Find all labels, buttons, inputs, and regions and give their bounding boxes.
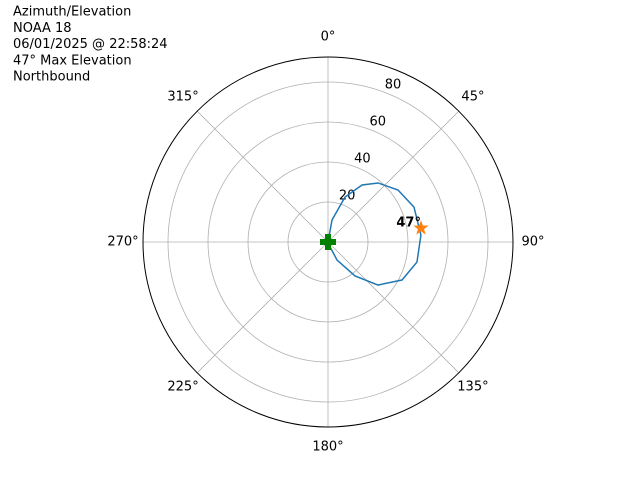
theta-tick-label: 135° [457,379,488,394]
grid-spoke [327,241,460,374]
title-line: Azimuth/Elevation [13,5,131,20]
max-elevation-label: 47° [396,216,421,231]
theta-tick-label: 0° [321,30,336,45]
title-line: 06/01/2025 @ 22:58:24 [13,37,168,52]
theta-tick-label: 180° [312,440,343,455]
grid-spoke [196,110,329,243]
start-marker [320,234,336,250]
theta-tick-label: 90° [521,235,544,250]
r-tick-label: 60 [369,114,386,129]
r-tick-label: 80 [385,77,402,92]
theta-tick-label: 225° [167,379,198,394]
polar-frame [142,56,514,428]
grid-spoke [327,110,460,243]
trajectory-line [327,182,422,286]
title-line: 47° Max Elevation [13,53,132,68]
max-elevation-marker [413,220,429,235]
r-tick-label: 40 [354,151,371,166]
theta-tick-label: 45° [461,90,484,105]
title-line: Northbound [13,70,90,85]
start-marker-shape [320,234,336,250]
theta-tick-label: 270° [107,235,138,250]
theta-tick-label: 315° [167,90,198,105]
title-line: NOAA 18 [13,21,72,36]
grid-spoke [196,241,329,374]
